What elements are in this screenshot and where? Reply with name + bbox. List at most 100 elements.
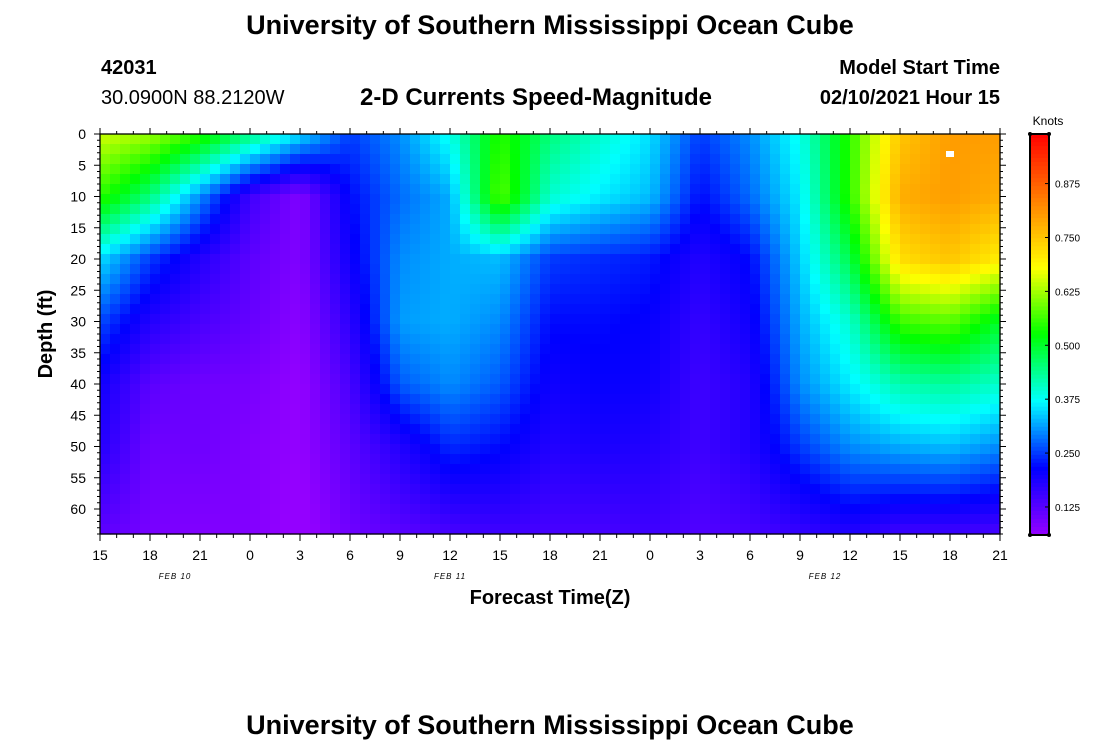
heatmap-cell bbox=[640, 514, 651, 525]
heatmap-cell bbox=[610, 174, 621, 185]
heatmap-cell bbox=[860, 334, 871, 345]
colorbar-segment bbox=[1030, 378, 1049, 384]
heatmap-cell bbox=[310, 384, 321, 395]
heatmap-cell bbox=[520, 454, 531, 465]
x-tick-label: 0 bbox=[646, 547, 654, 563]
heatmap-cell bbox=[320, 424, 331, 435]
heatmap-cell bbox=[830, 414, 841, 425]
heatmap-cell bbox=[590, 234, 601, 245]
heatmap-cell bbox=[580, 504, 591, 515]
heatmap-cell bbox=[480, 204, 491, 215]
heatmap-cell bbox=[360, 524, 371, 535]
heatmap-cell bbox=[390, 444, 401, 455]
heatmap-cell bbox=[450, 254, 461, 265]
heatmap-cell bbox=[800, 144, 811, 155]
heatmap-cell bbox=[460, 184, 471, 195]
heatmap-cell bbox=[680, 474, 691, 485]
heatmap-cell bbox=[520, 374, 531, 385]
colorbar-tick-label: 0.500 bbox=[1055, 341, 1080, 352]
heatmap-cell bbox=[200, 464, 211, 475]
heatmap-cell bbox=[470, 414, 481, 425]
heatmap-cell bbox=[890, 354, 901, 365]
heatmap-cell bbox=[980, 254, 991, 265]
heatmap-cell bbox=[330, 344, 341, 355]
heatmap-cell bbox=[960, 254, 971, 265]
heatmap-cell bbox=[670, 434, 681, 445]
heatmap-cell bbox=[280, 474, 291, 485]
colorbar-segment bbox=[1030, 206, 1049, 211]
heatmap-cell bbox=[480, 164, 491, 175]
heatmap-cell bbox=[420, 214, 431, 225]
colorbar-segment bbox=[1030, 210, 1049, 215]
heatmap-cell bbox=[210, 234, 221, 245]
heatmap-cell bbox=[470, 514, 481, 525]
heatmap-cell bbox=[460, 264, 471, 275]
heatmap-cell bbox=[670, 144, 681, 155]
heatmap-cell bbox=[920, 274, 931, 285]
heatmap-cell bbox=[240, 504, 251, 515]
y-tick-label: 5 bbox=[78, 157, 86, 173]
heatmap-cell bbox=[700, 464, 711, 475]
heatmap-cell bbox=[920, 284, 931, 295]
heatmap-cell bbox=[740, 214, 751, 225]
heatmap-cell bbox=[360, 264, 371, 275]
colorbar-segment bbox=[1030, 314, 1049, 320]
heatmap-cell bbox=[250, 424, 261, 435]
heatmap-cell bbox=[460, 524, 471, 535]
colorbar-segment bbox=[1030, 338, 1049, 344]
heatmap-cell bbox=[200, 414, 211, 425]
heatmap-cell bbox=[690, 304, 701, 315]
heatmap-cell bbox=[370, 474, 381, 485]
heatmap-cell bbox=[130, 364, 141, 375]
heatmap-cell bbox=[680, 364, 691, 375]
heatmap-cell bbox=[870, 494, 881, 505]
heatmap-cell bbox=[110, 134, 121, 145]
heatmap-cell bbox=[390, 514, 401, 525]
heatmap-cell bbox=[480, 504, 491, 515]
heatmap-cell bbox=[810, 164, 821, 175]
heatmap-cell bbox=[110, 484, 121, 495]
heatmap-cell bbox=[120, 254, 131, 265]
heatmap-cell bbox=[230, 504, 241, 515]
colorbar-segment bbox=[1030, 494, 1049, 500]
heatmap-cell bbox=[950, 504, 961, 515]
heatmap-cell bbox=[880, 214, 891, 225]
heatmap-cell bbox=[660, 504, 671, 515]
heatmap-cell bbox=[640, 184, 651, 195]
heatmap-cell bbox=[800, 514, 811, 525]
heatmap-cell bbox=[580, 434, 591, 445]
heatmap-cell bbox=[170, 154, 181, 165]
heatmap-cell bbox=[960, 494, 971, 505]
heatmap-cell bbox=[220, 514, 231, 525]
heatmap-cell bbox=[980, 274, 991, 285]
heatmap-cell bbox=[290, 334, 301, 345]
heatmap-cell bbox=[990, 404, 1001, 415]
heatmap-cell bbox=[900, 194, 911, 205]
heatmap-cell bbox=[300, 404, 311, 415]
heatmap-cell bbox=[340, 314, 351, 325]
heatmap-cell bbox=[280, 224, 291, 235]
heatmap-cell bbox=[590, 524, 601, 535]
heatmap-cell bbox=[480, 264, 491, 275]
heatmap-cell bbox=[560, 434, 571, 445]
heatmap-cell bbox=[260, 314, 271, 325]
heatmap-cell bbox=[410, 194, 421, 205]
heatmap-cell bbox=[500, 354, 511, 365]
heatmap-cell bbox=[900, 264, 911, 275]
heatmap-cell bbox=[140, 444, 151, 455]
colorbar-segment bbox=[1030, 394, 1049, 400]
heatmap-cell bbox=[800, 474, 811, 485]
heatmap-cell bbox=[730, 154, 741, 165]
heatmap-cell bbox=[390, 384, 401, 395]
heatmap-cell bbox=[540, 424, 551, 435]
heatmap-cell bbox=[470, 504, 481, 515]
heatmap-cell bbox=[390, 234, 401, 245]
heatmap-cell bbox=[120, 214, 131, 225]
heatmap-cell bbox=[190, 154, 201, 165]
heatmap-cell bbox=[140, 514, 151, 525]
heatmap-cell bbox=[400, 254, 411, 265]
heatmap-cell bbox=[150, 314, 161, 325]
heatmap-cell bbox=[720, 184, 731, 195]
heatmap-cell bbox=[340, 194, 351, 205]
heatmap-cell bbox=[130, 424, 141, 435]
